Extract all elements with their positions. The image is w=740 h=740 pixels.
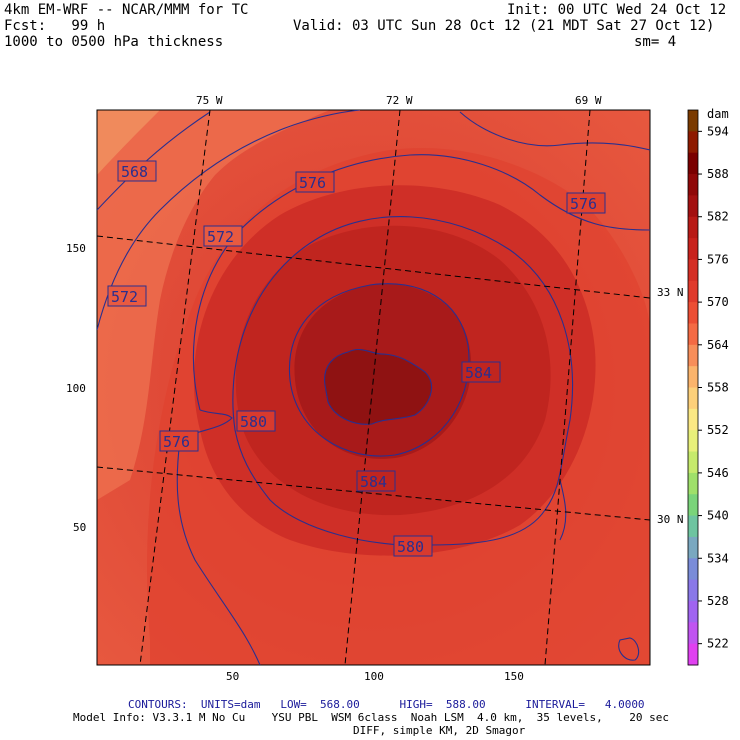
- x-tick-label: 150: [504, 670, 524, 683]
- colorbar-swatch: [688, 131, 698, 154]
- contour-580: [232, 216, 573, 546]
- lon-label: 72 W: [386, 94, 413, 107]
- lon-label: 69 W: [575, 94, 602, 107]
- contour-label: 580: [236, 410, 276, 432]
- svg-text:584: 584: [360, 473, 387, 491]
- svg-text:572: 572: [207, 228, 234, 246]
- colorbar-swatch: [688, 323, 698, 346]
- svg-text:568: 568: [121, 163, 148, 181]
- colorbar-tick-label: 540: [707, 509, 729, 523]
- colorbar-tick-label: 570: [707, 295, 729, 309]
- colorbar-tick-label: 528: [707, 594, 729, 608]
- colorbar-swatch: [688, 366, 698, 388]
- contour-label: 584: [356, 470, 396, 492]
- colorbar-swatch: [688, 152, 698, 175]
- contour-584: [288, 283, 470, 457]
- y-tick-label: 50: [73, 521, 86, 534]
- y-tick-label: 100: [66, 382, 86, 395]
- colorbar-tick-label: 552: [707, 423, 729, 437]
- colorbar-tick-label: 582: [707, 210, 729, 224]
- contour-576-b: [176, 409, 261, 665]
- colorbar-swatch: [688, 579, 698, 602]
- colorbar-tick-label: 576: [707, 252, 729, 266]
- svg-text:576: 576: [163, 433, 190, 451]
- svg-text:576: 576: [299, 174, 326, 192]
- colorbar-swatch: [688, 344, 698, 367]
- x-tick-label: 100: [364, 670, 384, 683]
- contour-label: 576: [566, 192, 606, 214]
- svg-text:584: 584: [465, 364, 492, 382]
- contour-lines: [97, 110, 650, 665]
- lon-label: 75 W: [196, 94, 223, 107]
- model-info: Model Info: V3.3.1 M No Cu YSU PBL WSM 6…: [73, 711, 670, 724]
- colorbar-swatch: [688, 536, 698, 559]
- svg-text:580: 580: [240, 413, 267, 431]
- field-name: 1000 to 0500 hPa thickness: [4, 34, 224, 50]
- colorbar-swatch: [688, 622, 698, 645]
- colorbar-tick-label: 564: [707, 338, 729, 352]
- colorbar-tick-label: 594: [707, 124, 729, 138]
- svg-text:576: 576: [570, 195, 597, 213]
- contour-label-layer: 568 576 576 572 572 580 576 584 584 580: [107, 160, 606, 557]
- colorbar-swatch: [688, 238, 698, 260]
- contour-label: 568: [117, 160, 157, 182]
- colorbar-swatch: [688, 174, 698, 196]
- svg-text:580: 580: [397, 538, 424, 556]
- forecast-hour: Fcst: 99 h: [4, 18, 106, 34]
- colorbar-swatch: [688, 451, 698, 474]
- colorbar-swatch: [688, 216, 698, 239]
- contour-572-a: [97, 110, 361, 331]
- lat-label: 30 N: [657, 513, 684, 526]
- colorbar-swatch: [688, 558, 698, 581]
- colorbar-swatch: [688, 643, 698, 666]
- colorbar-swatch: [688, 408, 698, 431]
- shaded-field: [97, 110, 650, 665]
- y-tick-label: 150: [66, 242, 86, 255]
- init-time: Init: 00 UTC Wed 24 Oct 12: [507, 2, 727, 18]
- colorbar-swatch: [688, 472, 698, 495]
- colorbar-swatches: [688, 110, 698, 666]
- contour-info: CONTOURS: UNITS=dam LOW= 568.00 HIGH= 58…: [128, 698, 645, 711]
- colorbar-swatch: [688, 430, 698, 453]
- contour-small-se: [618, 637, 640, 661]
- colorbar-swatch: [688, 387, 698, 410]
- plot-frame: [96, 109, 651, 666]
- smoothing-label: sm= 4: [634, 34, 677, 50]
- contour-588: [324, 348, 433, 425]
- valid-time: Valid: 03 UTC Sun 28 Oct 12 (21 MDT Sat …: [293, 18, 715, 34]
- colorbar-tick-label: 546: [707, 466, 729, 480]
- color-bar: dam 594 588 582 576 570 564 558 552 546 540 534 528…: [687, 107, 729, 666]
- colorbar-tick-label: 588: [707, 167, 729, 181]
- colorbar-tick-label: 522: [707, 637, 729, 651]
- colorbar-tick-label: 534: [707, 551, 729, 565]
- lat-label: 33 N: [657, 286, 684, 299]
- contour-label: 576: [295, 171, 335, 193]
- contour-label: 572: [203, 225, 243, 247]
- diff-info: DIFF, simple KM, 2D Smagor: [353, 724, 526, 737]
- colorbar-swatch: [688, 259, 698, 282]
- contour-label: 584: [461, 361, 501, 383]
- colorbar-swatch: [688, 494, 698, 517]
- x-tick-label: 50: [226, 670, 239, 683]
- contour-label: 576: [159, 430, 199, 452]
- contour-label: 572: [107, 285, 147, 307]
- colorbar-swatch: [688, 195, 698, 218]
- colorbar-swatch: [688, 110, 698, 132]
- contour-580-tail: [559, 479, 567, 541]
- contour-label: 580: [393, 535, 433, 557]
- model-title: 4km EM-WRF -- NCAR/MMM for TC: [4, 2, 249, 18]
- svg-text:572: 572: [111, 288, 138, 306]
- contour-568: [97, 111, 211, 211]
- colorbar-swatch: [688, 302, 698, 324]
- colorbar-swatch: [688, 515, 698, 538]
- colorbar-unit: dam: [707, 107, 729, 121]
- colorbar-tick-label: 558: [707, 381, 729, 395]
- contour-576-a: [192, 154, 650, 411]
- colorbar-swatch: [688, 280, 698, 303]
- colorbar-swatch: [688, 600, 698, 623]
- contour-572-b: [459, 111, 650, 151]
